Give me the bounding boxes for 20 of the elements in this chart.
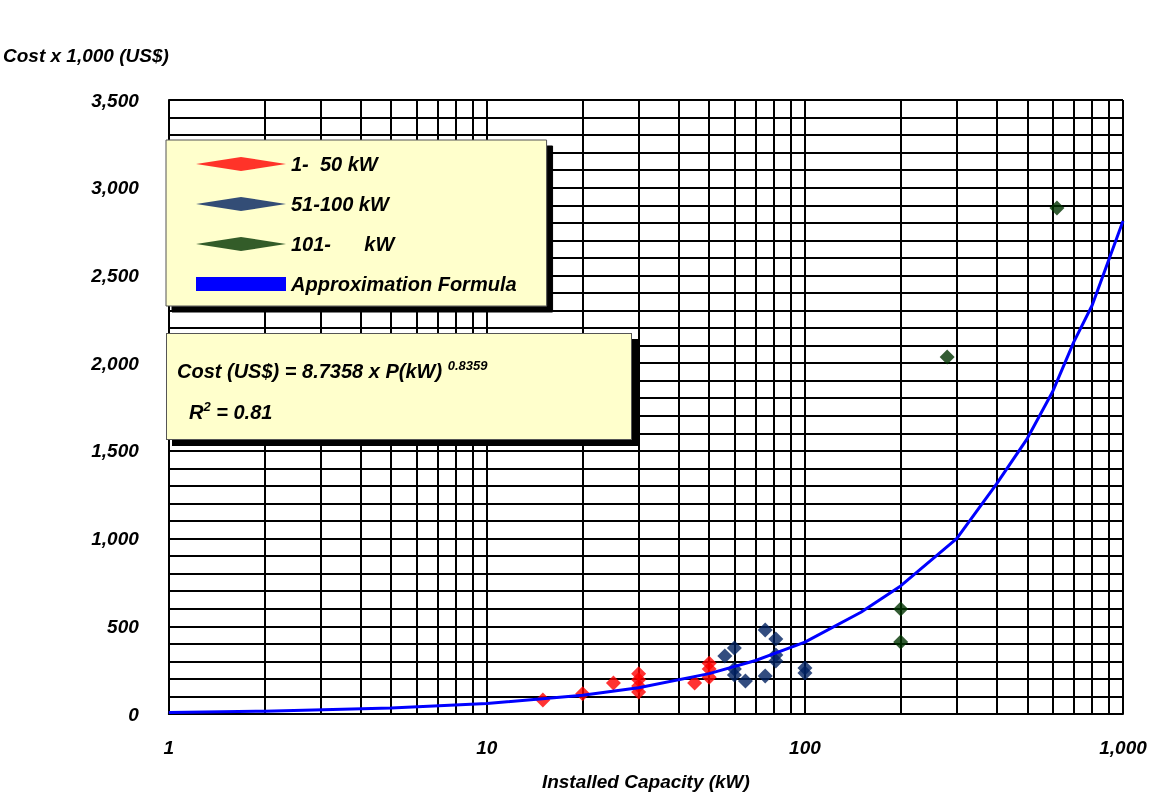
x-tick-label: 100 [789,737,822,758]
annotation: R$^{2}$ = 0.81 [188,397,274,425]
annotation: Cost (US$) = 8.7358 x P(kW) $^{0.8359}$ [177,357,489,384]
y-tick-label: 1,500 [91,440,140,462]
y-tick-label: 500 [107,615,140,637]
y-tick-label: 2,000 [90,352,140,374]
x-axis-title: Installed Capacity (kW) [541,771,750,792]
y-tick-label: 0 [128,703,140,725]
y-axis-title: Cost x 1,000 (US$) [2,44,169,66]
legend-label: Approximation Formula [290,273,517,295]
legend-label: 101- kW [291,233,397,255]
y-tick-label: 3,500 [91,89,140,111]
legend-label: 1- 50 kW [291,153,380,175]
x-tick-label: 1 [163,737,175,758]
y-tick-label: 3,000 [91,177,140,199]
y-tick-label: 2,500 [90,264,140,286]
legend-label: 51-100 kW [291,193,391,215]
x-tick-label: 1,000 [1099,737,1148,758]
x-tick-label: 10 [476,737,498,758]
y-tick-label: 1,000 [91,528,140,550]
